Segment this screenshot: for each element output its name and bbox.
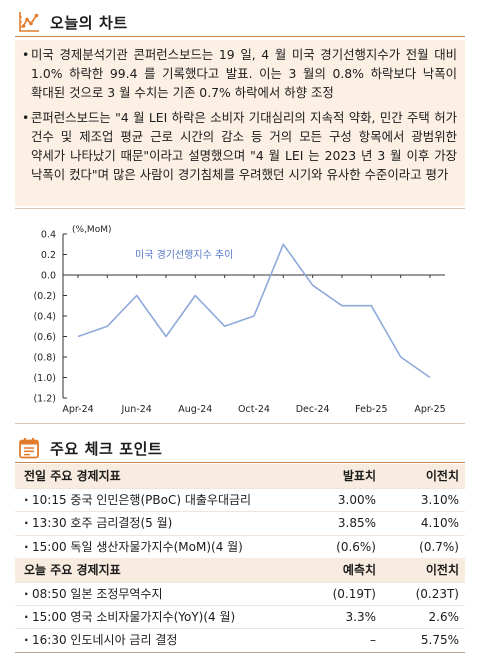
table-header-row: 전일 주요 경제지표 발표치 이전치 — [15, 464, 465, 488]
y-tick-label: (0.4) — [33, 312, 56, 323]
event-time: 13:30 — [32, 516, 67, 531]
table-row: 16:30 인도네시아 금리 결정 – 5.75% — [15, 628, 465, 652]
line-chart-icon — [17, 10, 41, 34]
y-tick-label: (1.0) — [33, 373, 56, 384]
x-tick-label: Dec-24 — [296, 404, 330, 415]
y-tick-label: 0.4 — [41, 230, 56, 241]
previous-value: 5.75% — [420, 633, 459, 648]
y-tick-label: (0.6) — [33, 332, 56, 343]
leading-index-line-chart: (%,MoM) 미국 경기선행지수 추이 0.4 0.2 0.0 (0.2) (0.4)… — [33, 225, 445, 415]
event-name: 중국 인민은행(PBoC) 대출우대금리 — [70, 493, 252, 507]
y-tick-label: 0.2 — [41, 250, 56, 261]
table-row: 08:50 일본 조정무역수지 (0.19T) (0.23T) — [15, 581, 465, 606]
table-row: 10:15 중국 인민은행(PBoC) 대출우대금리 3.00% 3.10% — [15, 488, 465, 512]
previous-value: (0.23T) — [415, 586, 459, 601]
event-cell: 08:50 일본 조정무역수지 — [24, 583, 163, 606]
event-cell: 15:00 영국 소비자물가지수(YoY)(4 월) — [24, 606, 235, 629]
chart-unit-label: (%,MoM) — [72, 225, 111, 235]
event-name: 호주 금리결정(5 월) — [70, 516, 173, 531]
column-header-previous: 이전치 — [425, 562, 459, 577]
event-time: 08:50 — [32, 586, 67, 601]
table-row: 15:00 독일 생산자물가지수(MoM)(4 월) (0.6%) (0.7%) — [15, 534, 465, 559]
table-row: 15:00 영국 소비자물가지수(YoY)(4 월) 3.3% 2.6% — [15, 605, 465, 629]
summary-bullet: 미국 경제분석기관 콘퍼런스보드는 19 일, 4 월 미국 경기선행지수가 전… — [22, 45, 457, 102]
series-label: 미국 경기선행지수 추이 — [135, 248, 233, 261]
previous-value: 3.10% — [420, 493, 459, 507]
event-name: 영국 소비자물가지수(YoY)(4 월) — [70, 610, 236, 625]
event-name: 일본 조정무역수지 — [70, 586, 163, 601]
summary-panel: 미국 경제분석기관 콘퍼런스보드는 19 일, 4 월 미국 경기선행지수가 전… — [15, 40, 465, 206]
table-row: 13:30 호주 금리결정(5 월) 3.85% 4.10% — [15, 511, 465, 535]
y-tick-label: (1.2) — [33, 394, 56, 405]
x-tick-label: Feb-25 — [355, 404, 387, 415]
forecast-value: 3.3% — [345, 610, 377, 625]
checkpoint-section-header: 주요 체크 포인트 — [15, 435, 465, 463]
column-header-actual: 발표치 — [342, 469, 376, 483]
summary-bullet: 콘퍼런스보드는 "4 월 LEI 하락은 소비자 기대심리의 지속적 약화, 민… — [22, 108, 457, 184]
event-cell: 15:00 독일 생산자물가지수(MoM)(4 월) — [24, 536, 243, 559]
y-tick-label: (0.2) — [33, 291, 56, 302]
section-title: 오늘의 차트 — [50, 14, 128, 32]
x-tick-label: Aug-24 — [178, 404, 212, 415]
x-tick-label: Apr-24 — [62, 404, 93, 415]
actual-value: 3.85% — [337, 516, 376, 531]
table-header-row: 오늘 주요 경제지표 예측치 이전치 — [15, 557, 465, 582]
previous-value: 2.6% — [428, 610, 460, 625]
event-name: 독일 생산자물가지수(MoM)(4 월) — [70, 539, 243, 554]
calendar-icon — [17, 436, 41, 460]
event-time: 15:00 — [32, 539, 67, 554]
economic-indicator-table: 전일 주요 경제지표 발표치 이전치 10:15 중국 인민은행(PBoC) 대… — [15, 464, 465, 653]
column-header-forecast: 예측치 — [342, 562, 376, 577]
section-title: 주요 체크 포인트 — [50, 440, 163, 458]
actual-value: (0.6%) — [336, 539, 376, 554]
actual-value: 3.00% — [337, 493, 376, 507]
x-tick-label: Oct-24 — [238, 404, 270, 415]
series-line — [77, 243, 431, 379]
x-tick-label: Jun-24 — [120, 404, 151, 415]
event-time: 10:15 — [32, 493, 67, 507]
event-name: 인도네시아 금리 결정 — [70, 633, 178, 648]
previous-value: 4.10% — [420, 516, 459, 531]
chart-section-header: 오늘의 차트 — [15, 9, 465, 37]
forecast-value: (0.19T) — [332, 586, 376, 601]
event-time: 16:30 — [32, 633, 67, 648]
table-section-label: 전일 주요 경제지표 — [24, 469, 121, 483]
column-header-previous: 이전치 — [425, 469, 459, 483]
chart-frame — [15, 208, 465, 424]
event-cell: 10:15 중국 인민은행(PBoC) 대출우대금리 — [24, 489, 251, 512]
event-cell: 13:30 호주 금리결정(5 월) — [24, 512, 172, 535]
event-cell: 16:30 인도네시아 금리 결정 — [24, 629, 177, 652]
table-section-label: 오늘 주요 경제지표 — [24, 562, 121, 577]
forecast-value: – — [370, 633, 376, 648]
previous-value: (0.7%) — [419, 539, 459, 554]
y-tick-label: (0.8) — [33, 353, 56, 364]
x-tick-label: Apr-25 — [414, 404, 445, 415]
event-time: 15:00 — [32, 610, 67, 625]
y-tick-label: 0.0 — [41, 271, 56, 282]
